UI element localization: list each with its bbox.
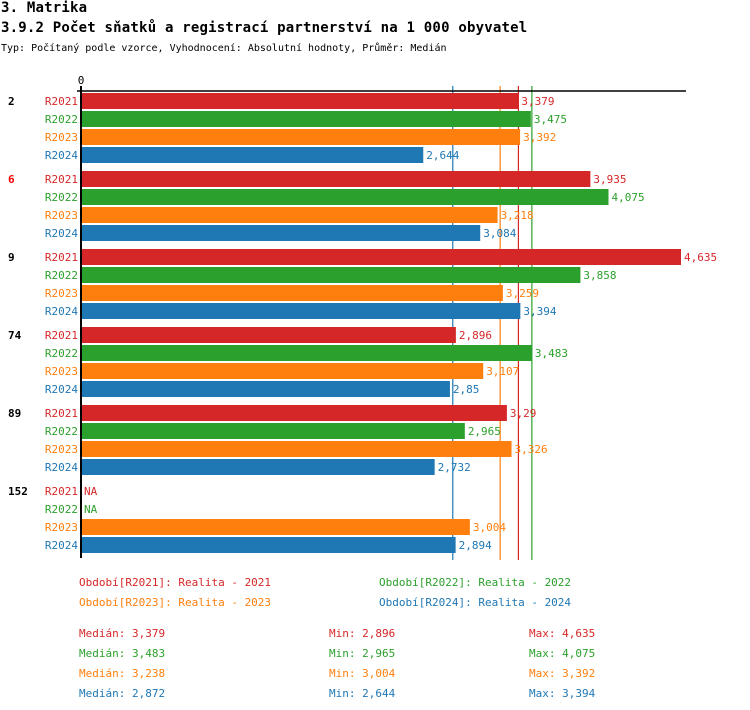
data-label: 2,894 [459,539,492,552]
series-row-label: R2021 [45,407,78,420]
group-label: 152 [8,485,28,498]
series-row-label: R2023 [45,287,78,300]
section-heading: 3. Matrika [1,0,88,16]
data-label: 3,326 [515,443,548,456]
data-label: 2,85 [453,383,480,396]
legend-item: Období[R2023]: Realita - 2023 [79,596,272,609]
series-row-label: R2021 [45,251,78,264]
series-row-label: R2021 [45,329,78,342]
bar[interactable] [82,267,581,283]
stat-max: Max: 4,635 [529,627,596,640]
bar[interactable] [82,441,512,457]
bar[interactable] [82,423,465,439]
stat-max: Max: 4,075 [529,647,596,660]
bar[interactable] [82,111,531,127]
bar[interactable] [82,171,591,187]
legend-item: Období[R2021]: Realita - 2021 [79,576,272,589]
series-row-label: R2022 [45,503,78,516]
bar[interactable] [82,147,424,163]
axis-tick-label: 0 [78,74,85,87]
stat-median: Medián: 3,379 [79,627,166,640]
bar[interactable] [82,363,484,379]
series-row-label: R2024 [45,539,78,552]
series-row-label: R2023 [45,209,78,222]
stat-median: Medián: 2,872 [79,687,166,700]
bar[interactable] [82,93,519,109]
data-label: 2,644 [426,149,459,162]
stat-min: Min: 2,965 [329,647,396,660]
chart-title: 3.9.2 Počet sňatků a registrací partners… [1,20,528,36]
group-label: 74 [8,329,22,342]
series-row-label: R2024 [45,305,78,318]
stat-min: Min: 3,004 [329,667,396,680]
stat-max: Max: 3,394 [529,687,596,700]
series-row-label: R2024 [45,383,78,396]
data-label: 3,107 [486,365,519,378]
data-label: 3,004 [473,521,506,534]
group-label: 9 [8,251,15,264]
series-row-label: R2022 [45,269,78,282]
bar[interactable] [82,327,456,343]
group-label: 6 [8,173,15,186]
data-label: NA [84,503,98,516]
data-label: 3,475 [534,113,567,126]
bar[interactable] [82,207,498,223]
data-label: 3,084 [483,227,516,240]
series-row-label: R2022 [45,113,78,126]
legend-item: Období[R2024]: Realita - 2024 [379,596,572,609]
data-label: 3,29 [510,407,537,420]
stat-max: Max: 3,392 [529,667,596,680]
data-label: 3,483 [535,347,568,360]
data-label: 4,635 [684,251,717,264]
bar[interactable] [82,519,470,535]
stat-min: Min: 2,896 [329,627,396,640]
median-lines [452,86,533,560]
series-row-label: R2024 [45,461,78,474]
series-row-label: R2022 [45,191,78,204]
legend-item: Období[R2022]: Realita - 2022 [379,576,572,589]
series-row-label: R2023 [45,131,78,144]
data-label: 3,259 [506,287,539,300]
series-row-label: R2021 [45,173,78,186]
stat-median: Medián: 3,238 [79,667,166,680]
data-label: 4,075 [612,191,645,204]
data-label: 3,379 [521,95,554,108]
data-label: 3,394 [523,305,556,318]
series-row-label: R2023 [45,365,78,378]
data-label: 3,392 [523,131,556,144]
bar[interactable] [82,225,481,241]
data-label: 3,935 [593,173,626,186]
bars: 2 R2021 3,379 R2022 3,475 R2023 3,392 R2024 2,64… [8,93,717,553]
bar-chart: 2 R2021 3,379 R2022 3,475 R2023 3,392 R2024 2,64… [8,74,717,560]
data-label: 2,965 [468,425,501,438]
bar[interactable] [82,381,450,397]
bar[interactable] [82,537,456,553]
series-row-label: R2024 [45,227,78,240]
chart-subtitle: Typ: Počítaný podle vzorce, Vyhodnocení:… [1,43,447,54]
data-label: NA [84,485,98,498]
bar[interactable] [82,303,521,319]
data-label: 3,218 [501,209,534,222]
group-label: 89 [8,407,21,420]
series-row-label: R2021 [45,95,78,108]
series-row-label: R2022 [45,347,78,360]
series-row-label: R2021 [45,485,78,498]
data-label: 2,896 [459,329,492,342]
stat-median: Medián: 3,483 [79,647,166,660]
group-label: 2 [8,95,15,108]
bar[interactable] [82,405,507,421]
data-label: 2,732 [438,461,471,474]
bar[interactable] [82,459,435,475]
bar[interactable] [82,285,503,301]
series-row-label: R2023 [45,443,78,456]
bar[interactable] [82,345,532,361]
bar[interactable] [82,129,521,145]
series-row-label: R2024 [45,149,78,162]
bar[interactable] [82,189,609,205]
bar[interactable] [82,249,681,265]
series-row-label: R2023 [45,521,78,534]
stat-min: Min: 2,644 [329,687,396,700]
series-row-label: R2022 [45,425,78,438]
data-label: 3,858 [583,269,616,282]
